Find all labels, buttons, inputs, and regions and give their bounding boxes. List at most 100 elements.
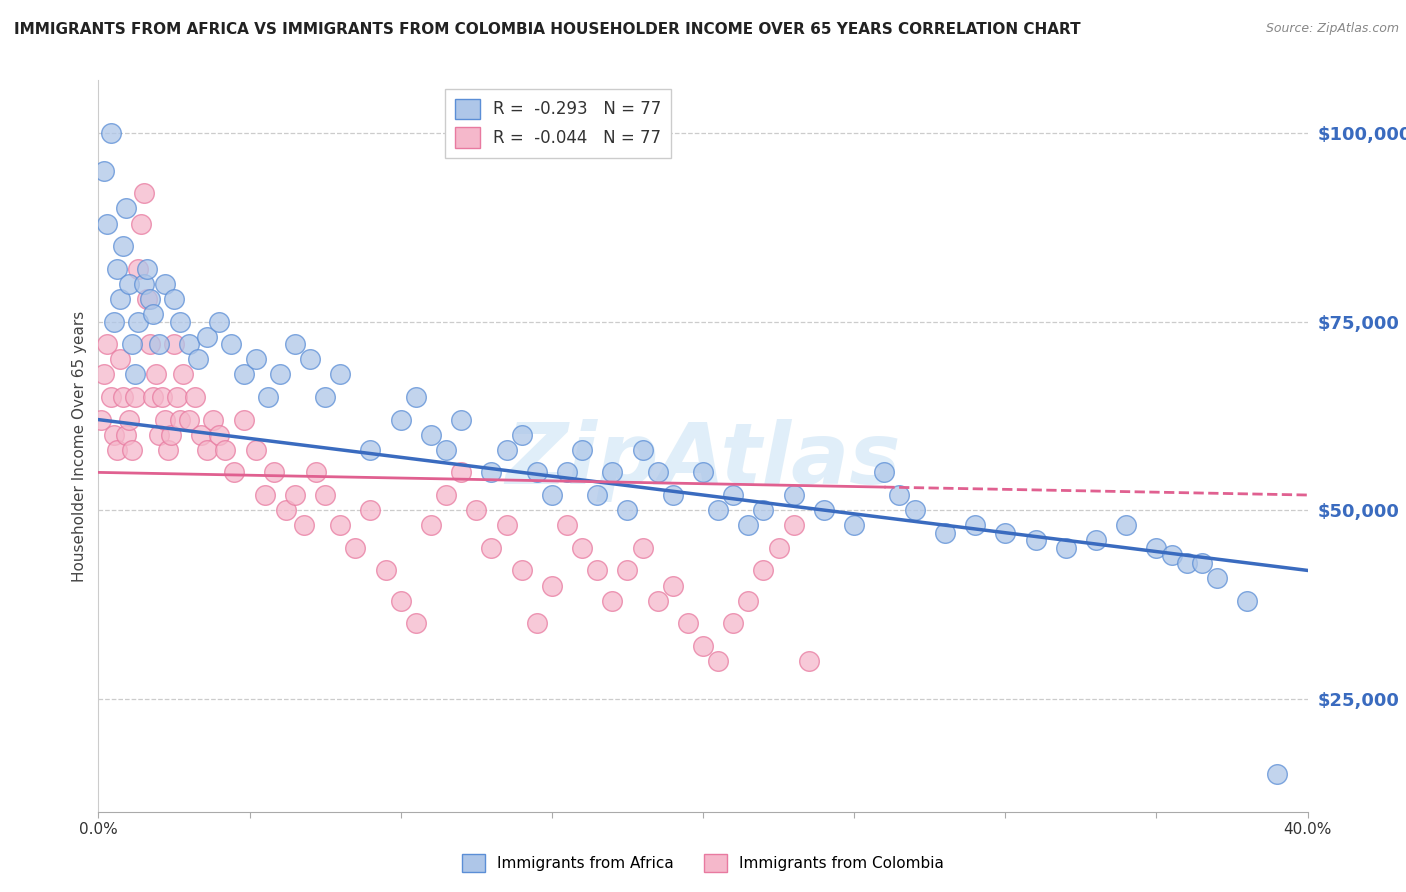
Point — [108, 352, 131, 367]
Point — [873, 466, 896, 480]
Point — [737, 593, 759, 607]
Point — [707, 503, 730, 517]
Point — [934, 525, 956, 540]
Point — [450, 412, 472, 426]
Point — [555, 466, 578, 480]
Point — [142, 307, 165, 321]
Point — [1115, 518, 1137, 533]
Point — [292, 518, 315, 533]
Point — [153, 277, 176, 291]
Point — [526, 466, 548, 480]
Point — [374, 563, 396, 577]
Point — [676, 616, 699, 631]
Point — [329, 518, 352, 533]
Point — [132, 277, 155, 291]
Point — [105, 442, 128, 457]
Point — [150, 390, 173, 404]
Point — [148, 427, 170, 442]
Point — [661, 578, 683, 592]
Point — [139, 292, 162, 306]
Point — [602, 466, 624, 480]
Point — [124, 368, 146, 382]
Point — [245, 442, 267, 457]
Text: IMMIGRANTS FROM AFRICA VS IMMIGRANTS FROM COLOMBIA HOUSEHOLDER INCOME OVER 65 YE: IMMIGRANTS FROM AFRICA VS IMMIGRANTS FRO… — [14, 22, 1081, 37]
Point — [114, 427, 136, 442]
Point — [118, 412, 141, 426]
Point — [707, 654, 730, 668]
Point — [169, 412, 191, 426]
Point — [450, 466, 472, 480]
Point — [540, 578, 562, 592]
Point — [344, 541, 367, 555]
Point — [360, 503, 382, 517]
Point — [129, 217, 152, 231]
Point — [692, 466, 714, 480]
Point — [221, 337, 243, 351]
Point — [305, 466, 328, 480]
Point — [299, 352, 322, 367]
Point — [156, 442, 179, 457]
Point — [1206, 571, 1229, 585]
Point — [329, 368, 352, 382]
Point — [269, 368, 291, 382]
Point — [187, 352, 209, 367]
Point — [208, 427, 231, 442]
Point — [465, 503, 488, 517]
Point — [108, 292, 131, 306]
Point — [245, 352, 267, 367]
Point — [103, 427, 125, 442]
Point — [139, 337, 162, 351]
Point — [420, 518, 443, 533]
Point — [616, 563, 638, 577]
Point — [555, 518, 578, 533]
Point — [232, 412, 254, 426]
Point — [163, 337, 186, 351]
Point — [96, 337, 118, 351]
Point — [661, 488, 683, 502]
Point — [153, 412, 176, 426]
Point — [284, 337, 307, 351]
Point — [1024, 533, 1046, 548]
Point — [224, 466, 246, 480]
Point — [586, 563, 609, 577]
Point — [510, 563, 533, 577]
Point — [253, 488, 276, 502]
Point — [481, 466, 503, 480]
Point — [752, 563, 775, 577]
Point — [647, 466, 669, 480]
Point — [631, 541, 654, 555]
Point — [184, 390, 207, 404]
Point — [540, 488, 562, 502]
Point — [195, 329, 218, 343]
Point — [783, 488, 806, 502]
Point — [994, 525, 1017, 540]
Point — [232, 368, 254, 382]
Point — [274, 503, 297, 517]
Text: ZipAtlas: ZipAtlas — [505, 419, 901, 502]
Point — [495, 442, 517, 457]
Point — [127, 261, 149, 276]
Point — [172, 368, 194, 382]
Point — [965, 518, 987, 533]
Point — [1085, 533, 1108, 548]
Point — [889, 488, 911, 502]
Point — [783, 518, 806, 533]
Point — [114, 202, 136, 216]
Point — [179, 412, 201, 426]
Point — [127, 315, 149, 329]
Point — [284, 488, 307, 502]
Point — [195, 442, 218, 457]
Point — [90, 412, 112, 426]
Point — [135, 292, 157, 306]
Point — [202, 412, 225, 426]
Point — [752, 503, 775, 517]
Point — [163, 292, 186, 306]
Point — [1160, 549, 1182, 563]
Point — [135, 261, 157, 276]
Point — [124, 390, 146, 404]
Point — [481, 541, 503, 555]
Legend: R =  -0.293   N = 77, R =  -0.044   N = 77: R = -0.293 N = 77, R = -0.044 N = 77 — [444, 88, 671, 158]
Point — [692, 639, 714, 653]
Point — [1267, 767, 1289, 781]
Point — [1144, 541, 1167, 555]
